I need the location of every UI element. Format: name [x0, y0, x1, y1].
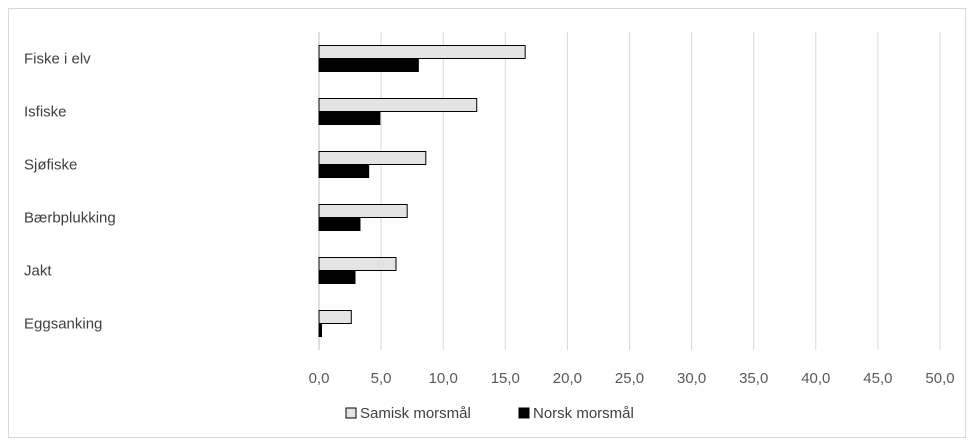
bar-samisk	[318, 310, 352, 324]
legend-label: Norsk morsmål	[533, 405, 634, 422]
category-label: Fiske i elv	[24, 51, 91, 68]
category-labels: Fiske i elv Isfiske Sjøfiske Bærbplukking Ja…	[24, 51, 116, 333]
bar-norsk	[318, 270, 356, 284]
category-label: Bærbplukking	[24, 210, 116, 227]
category-label: Sjøfiske	[24, 157, 77, 174]
bar-samisk	[318, 204, 408, 218]
x-tick-label: 15,0	[491, 370, 520, 387]
category-label: Jakt	[24, 263, 52, 280]
x-tick-labels: 0,0 5,0 10,0 15,0 20,0 25,0 30,0 35,0 40,0 45,0 50…	[309, 370, 955, 387]
x-tick-label: 40,0	[801, 370, 830, 387]
bar-norsk	[318, 58, 419, 72]
bar-samisk	[318, 98, 478, 112]
x-tick-label: 20,0	[553, 370, 582, 387]
legend: Samisk morsmål Norsk morsmål	[345, 405, 634, 422]
legend-label: Samisk morsmål	[360, 405, 471, 422]
bar-norsk	[318, 111, 381, 125]
bar-norsk	[318, 217, 361, 231]
legend-swatch	[345, 407, 357, 419]
x-tick-label: 0,0	[309, 370, 330, 387]
category-label: Eggsanking	[24, 316, 102, 333]
x-tick-label: 35,0	[739, 370, 768, 387]
bar-norsk	[318, 323, 322, 337]
x-tick-label: 25,0	[615, 370, 644, 387]
category-label: Isfiske	[24, 104, 67, 121]
x-tick-label: 5,0	[371, 370, 392, 387]
x-tick-label: 30,0	[677, 370, 706, 387]
bars	[318, 45, 526, 337]
bar-samisk	[318, 45, 526, 59]
chart-frame	[8, 8, 966, 438]
bar-norsk	[318, 164, 370, 178]
x-tick-label: 10,0	[429, 370, 458, 387]
gridlines	[318, 32, 941, 350]
x-tick-label: 50,0	[925, 370, 954, 387]
bar-samisk	[318, 151, 427, 165]
x-tick-label: 45,0	[863, 370, 892, 387]
bar-samisk	[318, 257, 397, 271]
legend-swatch	[518, 407, 530, 419]
